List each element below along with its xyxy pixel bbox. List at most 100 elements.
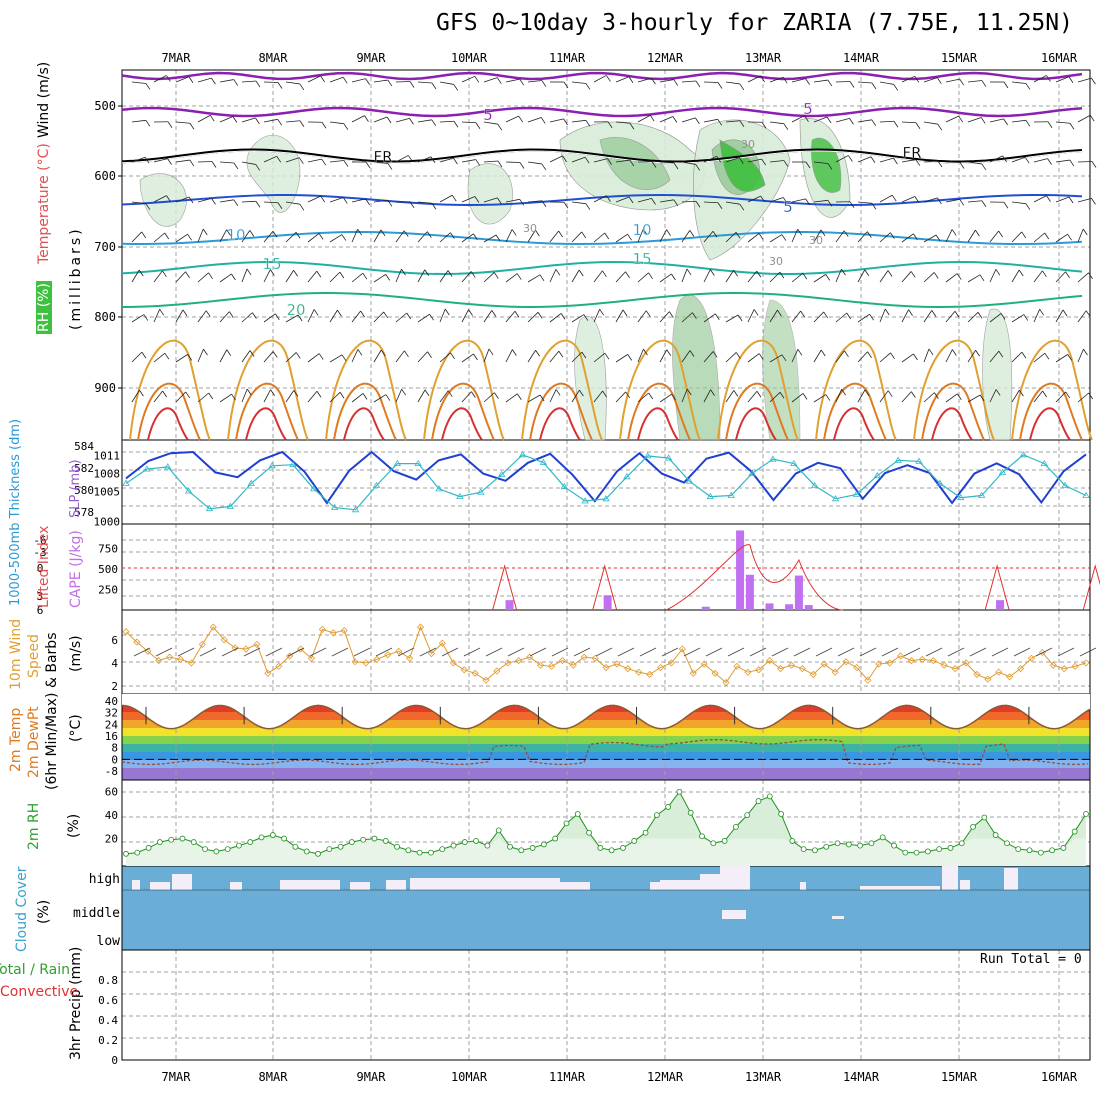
wind-barb — [527, 80, 547, 87]
wind-barb — [637, 161, 657, 168]
wind-barb — [461, 196, 480, 203]
temp-tick-32: 32 — [105, 707, 118, 720]
wind10-barb — [661, 647, 679, 657]
wind10-barb — [881, 647, 899, 657]
wind-barb — [725, 352, 741, 363]
contour-label-20: 20 — [286, 301, 305, 319]
wind10-marker — [678, 645, 686, 653]
wind-barb — [1077, 197, 1096, 205]
wind-barb — [681, 350, 695, 363]
wind10-barb — [551, 647, 569, 657]
rh-marker — [574, 811, 581, 817]
contour-30 — [627, 382, 691, 441]
wind-barb — [307, 233, 324, 243]
wind-barb — [879, 81, 899, 91]
wind-barb — [1077, 310, 1091, 323]
wind-barb — [307, 391, 322, 403]
temp-tick-24: 24 — [105, 718, 119, 731]
wind10-barb — [639, 647, 657, 657]
wind-barb — [527, 229, 540, 243]
thickness-marker — [581, 497, 589, 504]
wind-barb — [835, 155, 853, 163]
wind-barb — [703, 389, 715, 403]
thickness-marker — [1019, 451, 1028, 458]
wind-barb — [461, 159, 481, 166]
wind-barb — [1033, 121, 1053, 128]
wind-barb — [747, 121, 767, 129]
wind-barb — [417, 313, 434, 323]
wind-barb — [439, 270, 453, 283]
wind10-marker — [242, 645, 250, 653]
temp-band — [122, 728, 1090, 736]
wind-barb — [989, 118, 1008, 126]
wind10-marker — [744, 668, 752, 676]
rh-marker — [1004, 840, 1010, 847]
wind-barb — [1055, 159, 1075, 167]
wind-barb — [153, 270, 167, 283]
wind-barb — [219, 79, 239, 86]
wind-barb — [153, 352, 170, 363]
wind-barb — [527, 350, 540, 363]
thickness-marker — [184, 487, 193, 494]
ylabel-total-rain: Total / Rain — [0, 962, 70, 978]
wind-barb — [373, 274, 391, 283]
wind-barb — [571, 351, 587, 363]
thickness-line — [125, 454, 1087, 511]
li-tick--6: -6 — [33, 534, 46, 547]
wind-barb — [747, 75, 765, 83]
thickness-marker — [372, 481, 381, 488]
date-top-7MAR: 7MAR — [162, 51, 192, 65]
wind-barb — [571, 389, 584, 403]
rh-marker — [687, 809, 694, 816]
wind-barb — [1055, 391, 1071, 403]
cloud-high-gap — [960, 880, 970, 890]
contour-35 — [931, 407, 973, 441]
contour-30 — [529, 382, 593, 441]
wind-barb — [879, 120, 899, 128]
wind10-marker — [886, 659, 894, 667]
cloud-high-gap — [350, 882, 370, 890]
cape-bar — [701, 606, 710, 610]
wind-barb — [593, 352, 610, 363]
contour-label-5: 5 — [783, 198, 793, 216]
wind-barb — [681, 230, 695, 243]
li-line — [492, 564, 518, 611]
wind-barb — [1077, 272, 1093, 283]
wind-barb — [1055, 76, 1074, 83]
wind10-marker — [340, 626, 348, 635]
thickness-marker — [477, 488, 485, 495]
wind-barb — [307, 309, 319, 323]
temp-band — [122, 736, 1090, 744]
wind-barb — [725, 81, 745, 91]
wind10-marker — [318, 625, 326, 633]
wind-barb — [857, 119, 877, 127]
wind-barb — [505, 229, 517, 243]
cloud-high-gap — [172, 874, 192, 890]
wind-barb — [791, 115, 809, 123]
wind-barb — [923, 121, 943, 131]
wind-barb — [989, 230, 1003, 243]
thickness-marker — [310, 485, 318, 492]
wind-barb — [285, 81, 305, 91]
wind-barb — [197, 392, 214, 403]
wind10-marker — [253, 640, 261, 648]
wind10-barb — [155, 647, 173, 657]
contour-35 — [245, 407, 287, 441]
thickness-marker — [435, 485, 443, 492]
wind-barb — [219, 311, 234, 323]
wind10-barb — [793, 647, 811, 657]
wind-barb — [945, 161, 965, 169]
thickness-marker — [560, 482, 568, 490]
rh-marker — [958, 840, 965, 847]
wind10-barb — [133, 647, 151, 657]
wind-barb — [769, 309, 782, 323]
wind-barb — [945, 229, 957, 243]
wind-barb — [153, 75, 171, 83]
wind-barb — [175, 391, 191, 403]
rh-marker — [179, 835, 186, 842]
date-top-9MAR: 9MAR — [357, 51, 387, 65]
thickness-marker — [351, 506, 360, 513]
rh-marker — [857, 842, 864, 849]
wind10-marker — [460, 666, 468, 674]
wind-barb — [483, 160, 503, 168]
